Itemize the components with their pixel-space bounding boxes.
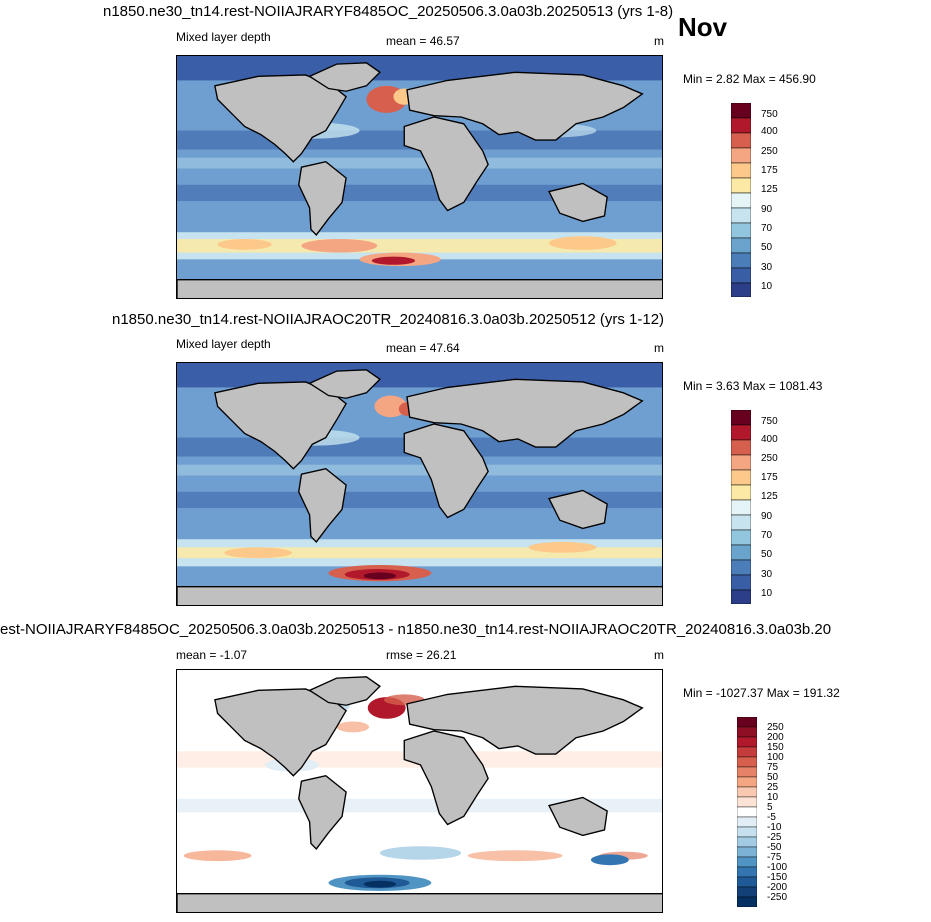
panel3-cb-tick: -10 <box>767 822 782 833</box>
panel3-cb-tick: -50 <box>767 842 782 853</box>
panel2-minmax: Min = 3.63 Max = 1081.43 <box>683 379 823 393</box>
panel1-cb-tick: 70 <box>761 223 773 234</box>
panel3-cb-tick: -75 <box>767 852 782 863</box>
month-label: Nov <box>678 12 728 42</box>
panel3-cb-tick: 200 <box>767 732 784 743</box>
panel3-cb-tick: 100 <box>767 752 784 763</box>
panel2-units: m <box>654 341 664 355</box>
panel1-minmax: Min = 2.82 Max = 456.90 <box>683 72 816 86</box>
panel3-mean-label: mean = -1.07 <box>176 648 248 662</box>
panel1-variable-label: Mixed layer depth <box>176 30 271 44</box>
panel1-cb-tick: 750 <box>761 109 778 120</box>
panel1-cb-tick: 90 <box>761 204 773 215</box>
panel3-cb-tick: -100 <box>767 862 788 873</box>
panel1-units: m <box>654 34 664 48</box>
panel2-colorbar-swatches <box>730 409 752 605</box>
panel3-cb-tick: 150 <box>767 742 784 753</box>
panel2-cb-tick: 250 <box>761 453 778 464</box>
panel2-cb-tick: 750 <box>761 416 778 427</box>
panel2-cb-tick: 90 <box>761 511 773 522</box>
panel2-cb-tick: 50 <box>761 549 773 560</box>
panel1-colorbar-swatches <box>730 102 752 298</box>
panel3-minmax: Min = -1027.37 Max = 191.32 <box>683 686 840 700</box>
panel1-colorbar <box>730 102 752 298</box>
panel1-cb-tick: 10 <box>761 281 773 292</box>
panel1-cb-tick: 250 <box>761 146 778 157</box>
panel3-colorbar-swatches <box>736 716 758 908</box>
panel2-title: n1850.ne30_tn14.rest-NOIIAJRAOC20TR_2024… <box>112 311 665 328</box>
panel3-title: est-NOIIAJRARYF8485OC_20250506.3.0a03b.2… <box>0 621 832 638</box>
panel2-variable-label: Mixed layer depth <box>176 337 271 351</box>
panel3-cb-tick: -5 <box>767 812 776 823</box>
panel2-cb-tick: 70 <box>761 530 773 541</box>
panel3-units: m <box>654 648 664 662</box>
panel3-colorbar <box>736 716 758 908</box>
panel1-cb-tick: 30 <box>761 262 773 273</box>
panel3-cb-tick: 10 <box>767 792 779 803</box>
panel3-cb-tick: -250 <box>767 892 788 903</box>
panel3-cb-tick: 50 <box>767 772 779 783</box>
panel3-cb-tick: -150 <box>767 872 788 883</box>
panel1-mean-label: mean = 46.57 <box>386 34 460 48</box>
panel1-title: n1850.ne30_tn14.rest-NOIIAJRARYF8485OC_2… <box>103 3 674 20</box>
panel2-cb-tick: 400 <box>761 434 778 445</box>
panel2-cb-tick: 125 <box>761 491 778 502</box>
panel1-cb-tick: 50 <box>761 242 773 253</box>
panel3-cb-tick: 75 <box>767 762 779 773</box>
panel2-cb-tick: 30 <box>761 569 773 580</box>
panel2-cb-tick: 10 <box>761 588 773 599</box>
panel3-cb-tick: 5 <box>767 802 773 813</box>
panel2-colorbar <box>730 409 752 605</box>
panel3-map <box>176 669 663 913</box>
panel3-cb-tick: 25 <box>767 782 779 793</box>
panel1-cb-tick: 175 <box>761 165 778 176</box>
panel2-cb-tick: 175 <box>761 472 778 483</box>
panel3-cb-tick: -25 <box>767 832 782 843</box>
panel3-cb-tick: -200 <box>767 882 788 893</box>
panel1-cb-tick: 400 <box>761 126 778 137</box>
panel3-rmse-label: rmse = 26.21 <box>386 648 457 662</box>
panel1-cb-tick: 125 <box>761 184 778 195</box>
panel2-map <box>176 362 663 606</box>
panel3-cb-tick: 250 <box>767 722 784 733</box>
panel2-mean-label: mean = 47.64 <box>386 341 460 355</box>
panel1-map <box>176 55 663 299</box>
